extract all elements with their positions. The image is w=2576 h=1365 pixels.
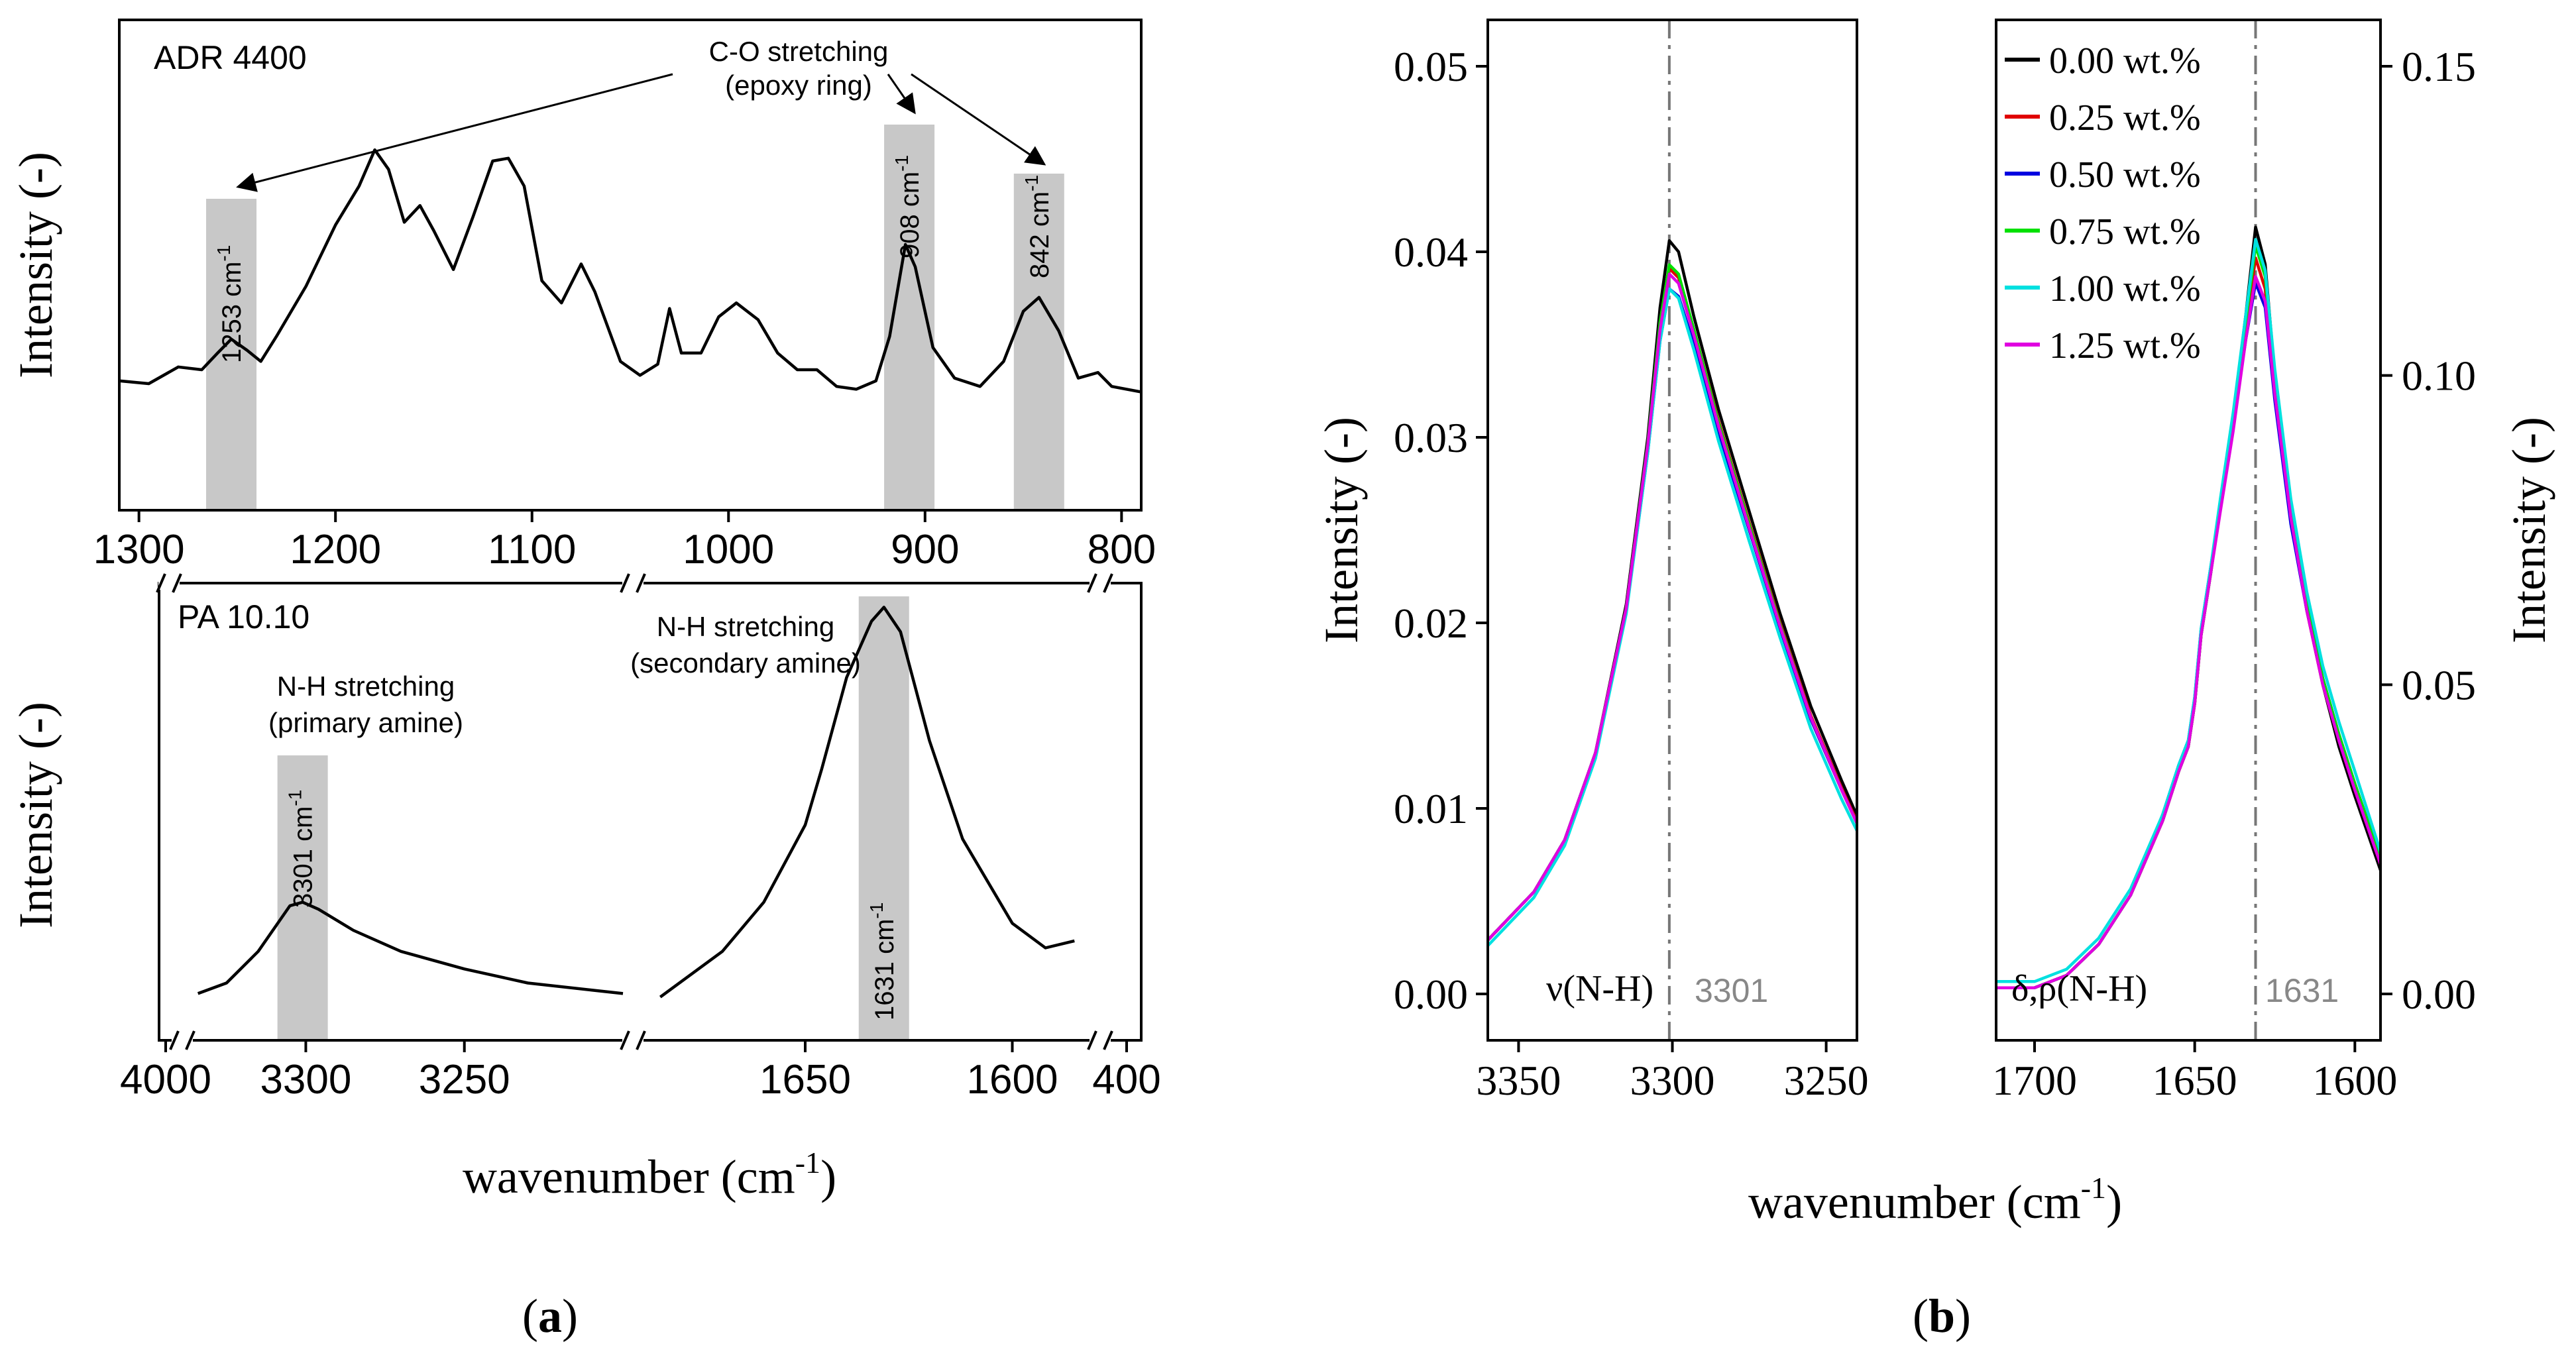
- panel-a-bottom-frame: [158, 582, 1143, 1042]
- legend-label: 0.25 wt.%: [2049, 97, 2201, 138]
- nh-secondary-label: N-H stretching: [657, 611, 834, 642]
- axis-break-mark: [169, 1030, 180, 1050]
- legend-label: 0.50 wt.%: [2049, 154, 2201, 195]
- axis-break-mark: [1087, 1030, 1097, 1050]
- pa-title: PA 10.10: [178, 598, 309, 635]
- b-xlabel: wavenumber (cm-1): [1748, 1171, 2122, 1228]
- a-bottom-xtick-label: 1600: [967, 1057, 1058, 1103]
- axis-break-mark: [156, 573, 166, 593]
- b-right-xtick-label: 1600: [2312, 1057, 2397, 1104]
- b-left-series-5: [1486, 272, 1859, 942]
- legend-label: 0.75 wt.%: [2049, 211, 2201, 252]
- panel-a-top-frame: [118, 19, 1143, 512]
- ref-label-1631: 1631: [2265, 972, 2339, 1009]
- legend-label: 1.00 wt.%: [2049, 268, 2201, 309]
- b-right-series-1: [1996, 256, 2382, 989]
- b-right-ytick-label: 0.15: [2402, 43, 2476, 90]
- band-label-908: 908 cm-1: [891, 155, 924, 258]
- ref-label-3301: 3301: [1695, 972, 1768, 1009]
- b-left-ytick-label: 0.01: [1394, 785, 1468, 832]
- band-label-842: 842 cm-1: [1021, 175, 1054, 278]
- b-right-series-5: [1996, 275, 2382, 989]
- b-right-xtick-label: 1700: [1992, 1057, 2077, 1104]
- adr-title: ADR 4400: [154, 39, 307, 76]
- panel-a-label: (a): [522, 1289, 578, 1342]
- delta-rho-nh-label: δ,ρ(N-H): [2011, 968, 2147, 1009]
- a-top-ylabel: Intensity (-): [9, 152, 62, 378]
- panel-b-left-frame: [1486, 19, 1858, 1042]
- panel-b-label: (b): [1913, 1289, 1971, 1342]
- axis-break-mark: [1103, 573, 1113, 593]
- band-label-3301: 3301 cm-1: [285, 790, 318, 908]
- b-left-series-3: [1486, 263, 1859, 942]
- panel-b-left: 3350 3300 3250 0.00 0.01 0.02 0.03 0.04 0.05 ν(N…: [1315, 19, 1869, 1104]
- primary-amine-label: (primary amine): [268, 707, 463, 738]
- b-left-ytick-label: 0.02: [1394, 600, 1468, 647]
- co-stretching-label: C-O stretching: [709, 36, 889, 67]
- panel-a-bottom: 3301 cm-1 1631 cm-1 4000 3300 3250 1650 1600 4…: [9, 573, 1161, 1203]
- a-top-xtick-label: 900: [891, 527, 959, 573]
- co-arrow: [887, 74, 916, 115]
- b-right-xtick-label: 1650: [2153, 1057, 2237, 1104]
- band-842: [1013, 174, 1064, 510]
- b-right-ytick-label: 0.05: [2402, 661, 2476, 708]
- b-right-ylabel: Intensity (-): [2502, 417, 2555, 643]
- a-bottom-xtick-label: 3300: [260, 1057, 351, 1103]
- a-top-xtick-label: 1200: [290, 527, 381, 573]
- b-right-series-4: [1996, 238, 2382, 983]
- axis-break-mark: [620, 573, 630, 593]
- pa-spectrum-line-nh-primary: [197, 901, 624, 995]
- panel-b-right-frame: [1995, 19, 2382, 1042]
- a-bottom-xtick-label: 400: [1092, 1057, 1160, 1103]
- b-left-ylabel: Intensity (-): [1315, 417, 1368, 643]
- a-bottom-xtick-label: 1650: [759, 1057, 851, 1103]
- b-left-ytick-label: 0.04: [1394, 229, 1468, 276]
- a-bottom-xtick-label: 3250: [419, 1057, 510, 1103]
- b-left-series-1: [1486, 266, 1859, 942]
- axis-break-mark: [1087, 573, 1097, 593]
- legend: 0.00 wt.% 0.25 wt.% 0.50 wt.% 0.75 wt.% 1.00…: [2005, 40, 2201, 366]
- co-arrow: [911, 73, 1046, 166]
- a-top-xtick-label: 1000: [683, 527, 774, 573]
- b-right-ytick-label: 0.00: [2402, 971, 2476, 1018]
- b-left-series-0: [1486, 239, 1859, 942]
- a-bottom-ylabel: Intensity (-): [9, 702, 62, 928]
- axis-break-mark: [172, 573, 182, 593]
- pa-spectrum-line-nh-secondary: [659, 606, 1075, 999]
- b-left-ytick-label: 0.00: [1394, 971, 1468, 1018]
- secondary-amine-label: (secondary amine): [630, 647, 861, 679]
- a-top-xtick-label: 800: [1088, 527, 1156, 573]
- co-arrow: [236, 73, 673, 192]
- band-3301: [277, 755, 328, 1040]
- legend-label: 0.00 wt.%: [2049, 40, 2201, 82]
- a-xlabel: wavenumber (cm-1): [463, 1146, 836, 1203]
- b-left-series-4: [1486, 287, 1859, 947]
- b-left-ytick-label: 0.05: [1394, 43, 1468, 90]
- b-left-xtick-label: 3300: [1630, 1057, 1715, 1104]
- b-left-series-2: [1486, 287, 1859, 942]
- band-label-1631: 1631 cm-1: [866, 902, 899, 1020]
- axis-break-mark: [636, 1030, 646, 1050]
- b-left-ytick-label: 0.03: [1394, 414, 1468, 461]
- axis-break-mark: [185, 1030, 196, 1050]
- b-right-ytick-label: 0.10: [2402, 353, 2476, 400]
- nu-nh-label: ν(N-H): [1546, 968, 1653, 1009]
- legend-label: 1.25 wt.%: [2049, 325, 2201, 366]
- band-1631: [858, 596, 909, 1040]
- a-bottom-xtick-label: 4000: [120, 1057, 211, 1103]
- b-right-series-2: [1996, 281, 2382, 989]
- a-top-xtick-label: 1300: [93, 527, 185, 573]
- epoxy-ring-label: (epoxy ring): [725, 70, 872, 101]
- b-left-xtick-label: 3350: [1476, 1057, 1561, 1104]
- axis-break-mark: [620, 1030, 630, 1050]
- b-left-xtick-label: 3250: [1784, 1057, 1869, 1104]
- axis-break-mark: [1103, 1030, 1113, 1050]
- nh-primary-label: N-H stretching: [277, 671, 455, 702]
- axis-break-mark: [636, 573, 646, 593]
- adr-spectrum-line: [119, 148, 1142, 394]
- a-top-xtick-label: 1100: [488, 527, 576, 573]
